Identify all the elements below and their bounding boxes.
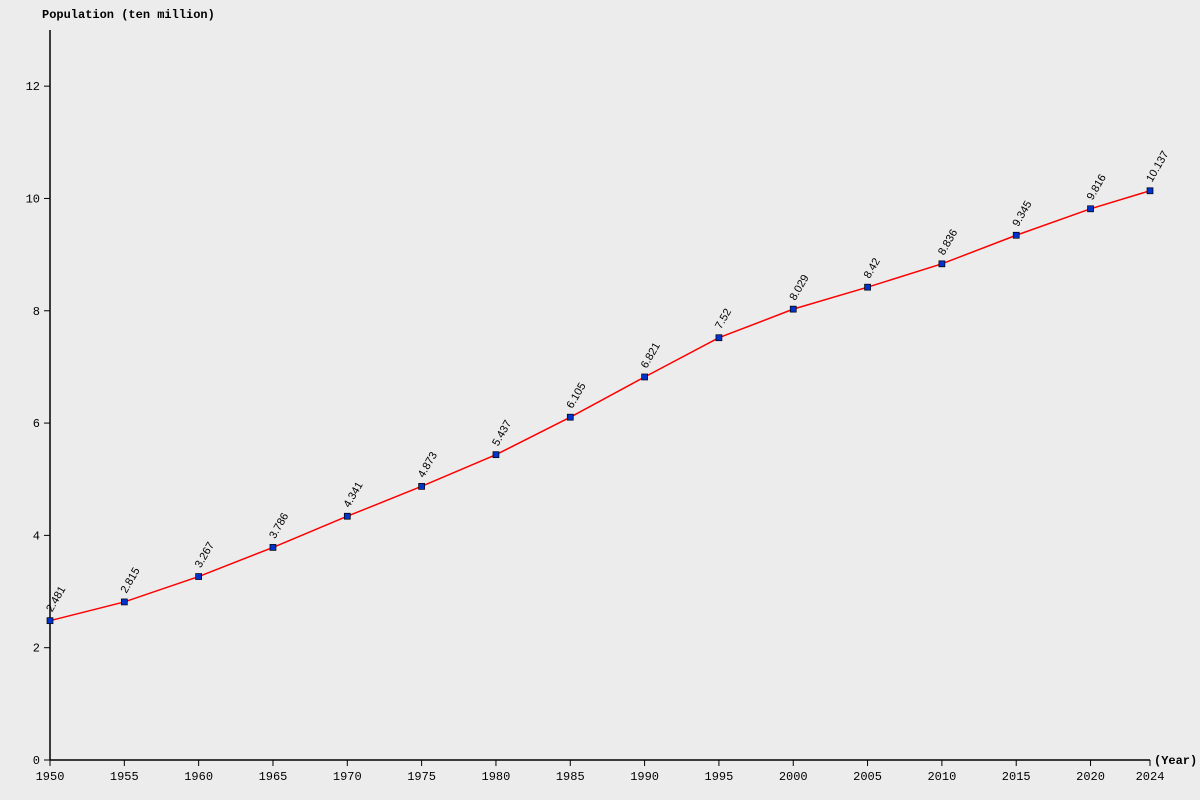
data-point-marker: [790, 306, 796, 312]
x-tick-label: 1950: [36, 770, 65, 784]
y-tick-label: 2: [33, 642, 40, 656]
x-tick-label: 1965: [259, 770, 288, 784]
x-tick-label: 1975: [407, 770, 436, 784]
data-point-marker: [865, 284, 871, 290]
y-tick-label: 8: [33, 305, 40, 319]
x-tick-label: 2015: [1002, 770, 1031, 784]
x-tick-label: 2024: [1136, 770, 1165, 784]
x-tick-label: 1955: [110, 770, 139, 784]
data-point-marker: [493, 452, 499, 458]
data-point-marker: [344, 513, 350, 519]
data-point-marker: [270, 544, 276, 550]
data-point-marker: [716, 335, 722, 341]
y-tick-label: 4: [33, 529, 40, 543]
data-point-marker: [642, 374, 648, 380]
data-point-marker: [419, 483, 425, 489]
x-tick-label: 2000: [779, 770, 808, 784]
x-tick-label: 1990: [630, 770, 659, 784]
data-point-marker: [939, 261, 945, 267]
data-point-marker: [1088, 206, 1094, 212]
x-tick-label: 1985: [556, 770, 585, 784]
data-point-marker: [567, 414, 573, 420]
data-point-marker: [47, 618, 53, 624]
x-tick-label: 1995: [705, 770, 734, 784]
y-tick-label: 10: [26, 192, 40, 206]
x-tick-label: 2005: [853, 770, 882, 784]
chart-background: [0, 0, 1200, 800]
x-tick-label: 2020: [1076, 770, 1105, 784]
x-tick-label: 1980: [482, 770, 511, 784]
x-tick-label: 1970: [333, 770, 362, 784]
data-point-marker: [1013, 232, 1019, 238]
y-axis-title: Population (ten million): [42, 8, 215, 22]
x-axis-title: (Year): [1154, 754, 1197, 768]
y-tick-label: 12: [26, 80, 40, 94]
data-point-marker: [121, 599, 127, 605]
y-tick-label: 6: [33, 417, 40, 431]
x-tick-label: 2010: [927, 770, 956, 784]
population-line-chart: 1950 1955 1960 1965 1970 1975 1980 1985 1990 1995…: [0, 0, 1200, 800]
data-point-marker: [196, 574, 202, 580]
x-tick-label: 1960: [184, 770, 213, 784]
y-tick-label: 0: [33, 754, 40, 768]
data-point-marker: [1147, 188, 1153, 194]
